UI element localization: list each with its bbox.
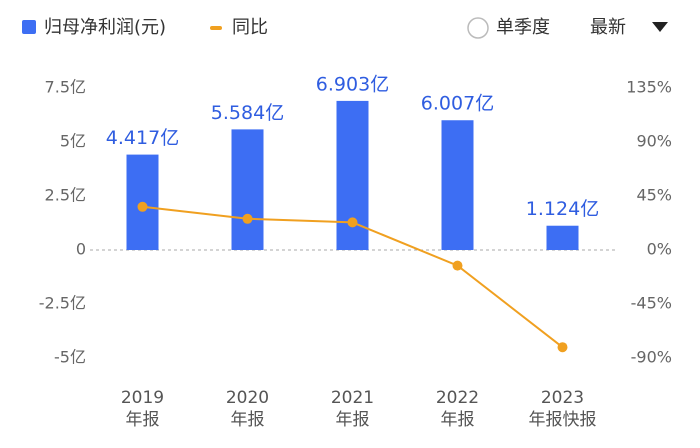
period-option[interactable]: 单季度 — [496, 17, 550, 38]
bar — [546, 225, 579, 250]
legend-label: 归母净利润(元) — [44, 17, 166, 38]
y-tick-label: 7.5亿 — [45, 78, 86, 97]
point — [347, 217, 358, 228]
x-tick-label: 2019 年报 — [121, 388, 164, 430]
sort-dropdown[interactable]: 最新 — [590, 17, 626, 38]
y-tick-label: -5亿 — [54, 348, 86, 367]
legend-swatch — [22, 20, 36, 34]
value-label: 1.124亿 — [526, 198, 599, 220]
radio-button[interactable] — [467, 17, 489, 39]
y2-tick-label: 135% — [626, 78, 672, 97]
value-label: 5.584亿 — [211, 102, 284, 124]
y2-tick-label: 90% — [636, 132, 672, 151]
y2-tick-label: -45% — [631, 294, 672, 313]
y-tick-label: 2.5亿 — [45, 186, 86, 205]
point — [557, 342, 568, 353]
y2-tick-label: 0% — [647, 240, 672, 259]
y-tick-label: 0 — [76, 240, 86, 259]
legend-label: 同比 — [232, 17, 268, 38]
x-tick-label: 2020 年报 — [226, 388, 269, 430]
point — [242, 213, 253, 224]
value-label: 4.417亿 — [106, 127, 179, 149]
value-label: 6.903亿 — [316, 73, 389, 95]
y2-tick-label: 45% — [636, 186, 672, 205]
x-tick-label: 2023 年报快报 — [529, 388, 597, 430]
bar — [441, 120, 474, 250]
x-tick-label: 2021 年报 — [331, 388, 374, 430]
y-tick-label: 5亿 — [60, 132, 86, 151]
x-tick-label: 2022 年报 — [436, 388, 479, 430]
y-tick-label: -2.5亿 — [39, 294, 86, 313]
value-label: 6.007亿 — [421, 93, 494, 115]
point — [452, 260, 463, 271]
legend-swatch — [210, 26, 222, 30]
point — [137, 201, 148, 212]
dropdown-arrow[interactable] — [652, 22, 668, 32]
y2-tick-label: -90% — [631, 348, 672, 367]
bar — [231, 129, 264, 250]
